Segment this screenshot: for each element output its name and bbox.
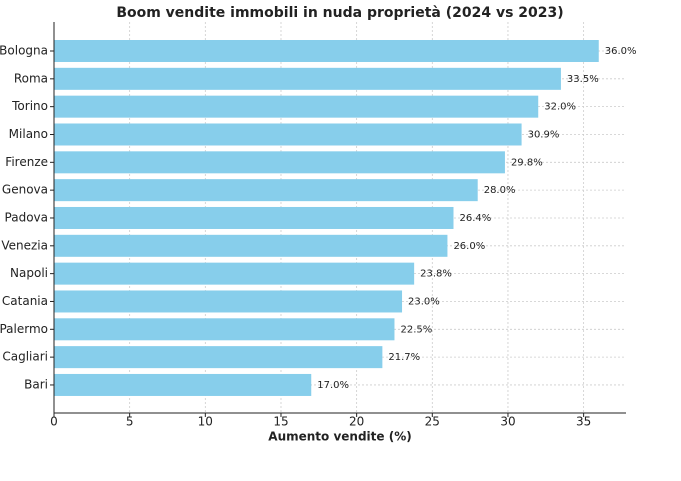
x-tick-label: 5 xyxy=(126,415,134,429)
y-tick-label: Cagliari xyxy=(2,350,48,364)
value-label: 26.0% xyxy=(453,241,485,252)
value-label: 29.8% xyxy=(511,157,543,168)
value-label: 36.0% xyxy=(605,46,637,57)
value-label: 17.0% xyxy=(317,380,349,391)
value-label: 23.8% xyxy=(420,269,452,280)
value-label: 26.4% xyxy=(459,213,491,224)
bar xyxy=(54,151,505,174)
value-label: 22.5% xyxy=(400,324,432,335)
y-tick-label: Venezia xyxy=(1,238,48,252)
x-axis-label: Aumento vendite (%) xyxy=(268,430,411,444)
y-tick-label: Firenze xyxy=(5,155,48,169)
bar xyxy=(54,318,395,341)
x-tick-label: 15 xyxy=(273,415,288,429)
y-tick-label: Milano xyxy=(9,127,48,141)
value-label: 33.5% xyxy=(567,74,599,85)
chart-title: Boom vendite immobili in nuda proprietà … xyxy=(116,5,563,21)
bar xyxy=(54,373,312,396)
y-tick-label: Padova xyxy=(5,210,48,224)
bar xyxy=(54,346,383,369)
y-tick-label: Bologna xyxy=(0,44,48,58)
x-tick-label: 20 xyxy=(349,415,364,429)
value-label: 23.0% xyxy=(408,296,440,307)
y-tick-label: Napoli xyxy=(10,266,48,280)
y-tick-label: Torino xyxy=(11,99,48,113)
bar xyxy=(54,290,403,313)
bar xyxy=(54,40,599,62)
x-tick-label: 35 xyxy=(576,415,591,429)
value-label: 30.9% xyxy=(528,129,560,140)
bar xyxy=(54,262,415,285)
bar xyxy=(54,179,478,202)
y-tick-label: Palermo xyxy=(0,322,48,336)
x-tick-label: 25 xyxy=(425,415,440,429)
x-tick-label: 0 xyxy=(50,415,58,429)
y-tick-label: Roma xyxy=(14,71,48,85)
value-label: 28.0% xyxy=(484,185,516,196)
bar xyxy=(54,67,561,90)
bar xyxy=(54,234,448,257)
value-label: 32.0% xyxy=(544,102,576,113)
x-tick-label: 10 xyxy=(198,415,213,429)
bar xyxy=(54,206,454,229)
y-tick-label: Genova xyxy=(2,183,48,197)
x-tick-label: 30 xyxy=(500,415,515,429)
y-tick-label: Bari xyxy=(24,377,48,391)
y-tick-label: Catania xyxy=(2,294,48,308)
bar xyxy=(54,123,522,146)
bar xyxy=(54,95,539,118)
value-label: 21.7% xyxy=(388,352,420,363)
